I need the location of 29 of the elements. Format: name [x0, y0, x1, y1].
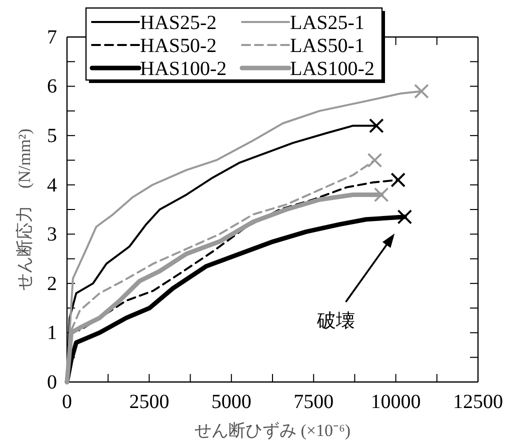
- point: [397, 209, 412, 224]
- legend-label: LAS25-1: [290, 12, 364, 34]
- y-axis-title: せん断応力 (N/mm²): [15, 128, 34, 290]
- x-tick-label: 7500: [294, 391, 334, 414]
- point: [414, 84, 429, 99]
- y-tick-label: 3: [47, 224, 57, 246]
- y-tick-label: 6: [47, 76, 57, 98]
- legend-label: LAS100-2: [290, 58, 374, 80]
- point: [390, 172, 406, 188]
- point: [374, 187, 389, 202]
- annotation: 破壊: [316, 310, 355, 332]
- legend-label: HAS100-2: [140, 58, 227, 80]
- point: [367, 152, 382, 168]
- x-tick-label: 5000: [211, 391, 252, 414]
- y-tick-label: 7: [47, 26, 57, 48]
- x-tick-label: 10000: [370, 391, 421, 414]
- x-tick-label: 12500: [453, 391, 503, 414]
- x-tick-label: 0: [62, 391, 72, 414]
- y-tick-label: 5: [47, 124, 57, 147]
- point: [368, 118, 384, 134]
- x-tick-label: 2500: [129, 391, 170, 414]
- y-tick-label: 0: [47, 371, 57, 394]
- y-tick-label: 2: [47, 272, 57, 295]
- legend-label: HAS50-2: [140, 35, 217, 57]
- y-tick-label: 4: [47, 174, 57, 196]
- legend-label: LAS50-1: [290, 35, 364, 57]
- x-axis-title: せん断ひずみ (×10⁻⁶): [194, 421, 351, 440]
- y-tick-label: 1: [47, 322, 57, 344]
- legend-label: HAS25-2: [140, 12, 217, 34]
